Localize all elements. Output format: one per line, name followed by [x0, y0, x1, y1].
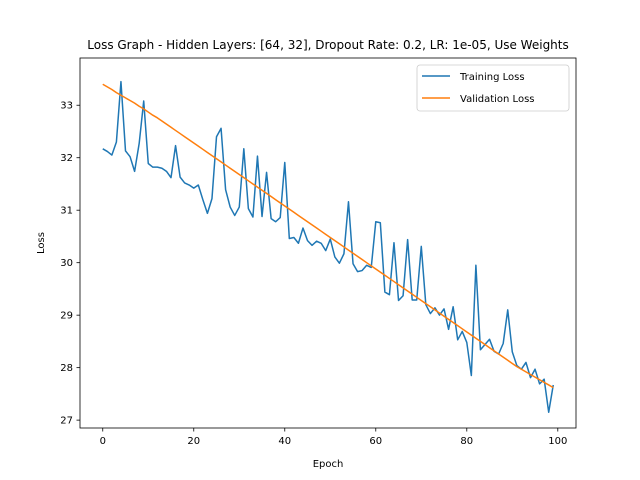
series-line-training-loss [102, 80, 554, 414]
x-tick-label: 20 [187, 436, 200, 447]
legend: Training Loss Validation Loss [416, 64, 570, 112]
y-axis-label: Loss [36, 232, 47, 254]
legend-label-validation-loss: Validation Loss [460, 94, 535, 105]
x-tick-label: 80 [460, 436, 473, 447]
legend-label-training-loss: Training Loss [459, 72, 525, 83]
y-axis-ticks: 27 28 29 30 31 32 33 [60, 101, 80, 427]
x-axis-ticks: 0 20 40 60 80 100 [100, 428, 567, 447]
x-axis-label: Epoch [313, 459, 344, 470]
x-tick-label: 40 [278, 436, 291, 447]
axes [79, 57, 577, 429]
legend-box [416, 64, 570, 112]
y-tick-label: 30 [60, 258, 73, 269]
y-tick-label: 27 [60, 416, 73, 427]
y-tick-label: 29 [60, 311, 73, 322]
y-tick-label: 28 [60, 363, 73, 374]
x-tick-label: 100 [548, 436, 567, 447]
axes-frame [79, 57, 577, 429]
x-tick-label: 0 [100, 436, 106, 447]
y-tick-label: 31 [60, 206, 73, 217]
series-line-validation-loss [102, 83, 554, 389]
y-tick-label: 32 [60, 153, 73, 164]
y-tick-label: 33 [60, 101, 73, 112]
series-lines [102, 80, 554, 414]
chart-title: Loss Graph - Hidden Layers: [64, 32], Dr… [87, 38, 569, 52]
x-tick-label: 60 [369, 436, 382, 447]
